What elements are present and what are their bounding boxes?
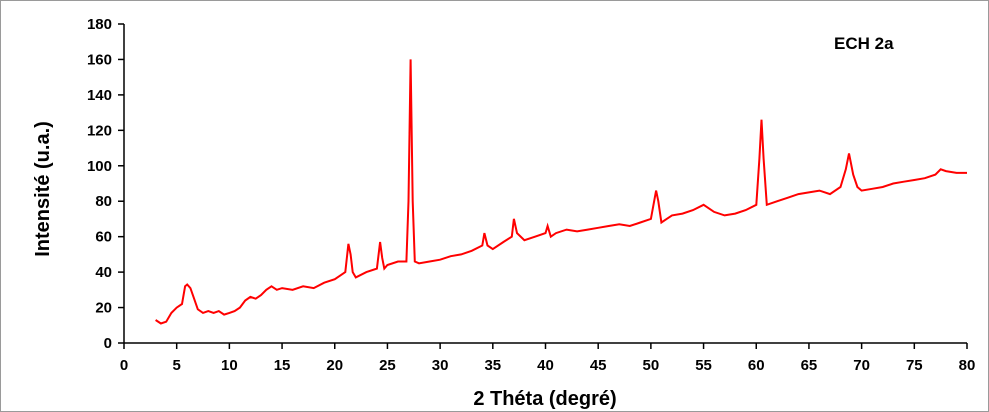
y-tick-label: 100 (87, 158, 112, 175)
y-tick-label: 140 (87, 87, 112, 104)
x-axis-title: 2 Théta (degré) (473, 388, 616, 410)
x-tick-label: 10 (221, 357, 238, 374)
x-tick-label: 65 (801, 357, 818, 374)
x-tick-label: 15 (274, 357, 291, 374)
y-tick-label: 20 (95, 300, 112, 317)
x-tick-label: 50 (643, 357, 660, 374)
x-tick-label: 75 (906, 357, 923, 374)
x-tick-label: 35 (484, 357, 501, 374)
x-tick-label: 5 (173, 357, 181, 374)
y-tick-label: 120 (87, 122, 112, 139)
y-tick-label: 60 (95, 229, 112, 246)
x-tick-label: 30 (432, 357, 449, 374)
y-tick-label: 40 (95, 264, 112, 281)
x-tick-label: 20 (326, 357, 343, 374)
x-tick-label: 45 (590, 357, 607, 374)
y-tick-label: 0 (104, 335, 112, 352)
series-line (155, 59, 967, 325)
y-axis-title: Intensité (u.a.) (32, 121, 54, 257)
x-tick-label: 55 (695, 357, 712, 374)
x-tick-label: 0 (120, 357, 128, 374)
y-tick-label: 180 (87, 16, 112, 33)
x-axis: 0 5 10 15 20 25 30 35 40 45 50 55 60 65 70 75 80 (120, 342, 976, 374)
x-tick-label: 80 (959, 357, 976, 374)
x-tick-label: 25 (379, 357, 396, 374)
y-axis: 0 20 40 60 80 100 120 140 160 180 (87, 16, 125, 352)
x-tick-label: 60 (748, 357, 765, 374)
x-tick-label: 40 (537, 357, 554, 374)
y-tick-label: 80 (95, 193, 112, 210)
x-tick-label: 70 (853, 357, 870, 374)
y-tick-label: 160 (87, 51, 112, 68)
chart-annotation: ECH 2a (834, 34, 894, 53)
